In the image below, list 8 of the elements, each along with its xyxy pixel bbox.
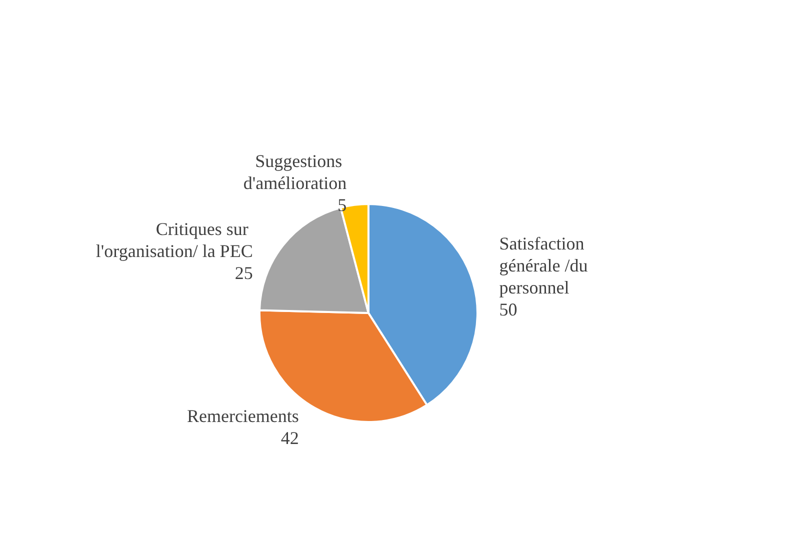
data-label: 25 xyxy=(234,263,253,284)
slice-label: Satisfaction générale /du personnel xyxy=(499,233,592,298)
slice-label: Suggestions d'amélioration xyxy=(243,151,347,194)
slice-label: Critiques sur l'organisation/ la PEC xyxy=(96,219,253,262)
slice-label: Remerciements xyxy=(186,406,299,426)
data-label: 42 xyxy=(280,428,299,448)
data-label: 5 xyxy=(338,195,347,216)
data-label: 50 xyxy=(499,299,518,320)
